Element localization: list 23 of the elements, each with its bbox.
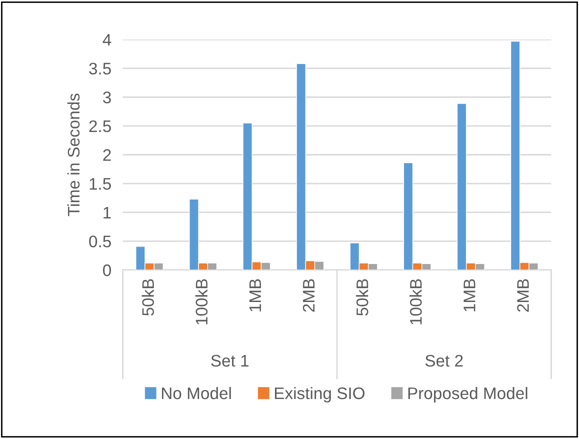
y-tick-label: 3.5 [89, 62, 111, 75]
x-tick-label: 1MB [464, 279, 476, 312]
x-tick-label: 50kB [356, 279, 368, 316]
legend-label: Existing SIO [274, 386, 365, 402]
y-axis-title: Time in Seconds [67, 94, 80, 216]
legend-label: Proposed Model [408, 386, 528, 402]
x-tick-label: 100kB [195, 279, 208, 324]
y-tick-label: 1.5 [90, 178, 111, 190]
x-tick-label: 2MB [517, 279, 529, 312]
text: Set 2 [425, 354, 463, 367]
y-tick-label: 1 [104, 206, 111, 218]
x-tick-label: 50kB [142, 279, 154, 316]
y-tick-label: 2 [103, 149, 111, 161]
x-tick-label: 1MB [249, 279, 261, 312]
y-tick-label: 2.5 [89, 120, 111, 132]
text: Set 1 [211, 354, 249, 367]
y-tick-label: 0.5 [89, 236, 111, 248]
x-tick-label: 2MB [302, 279, 315, 312]
legend-label: No Model [162, 386, 231, 400]
x-tick-label: 100kB [410, 279, 422, 324]
y-tick-label: 3 [103, 92, 111, 104]
y-tick-label: 0 [103, 264, 111, 276]
y-tick-label: 4 [102, 34, 112, 46]
